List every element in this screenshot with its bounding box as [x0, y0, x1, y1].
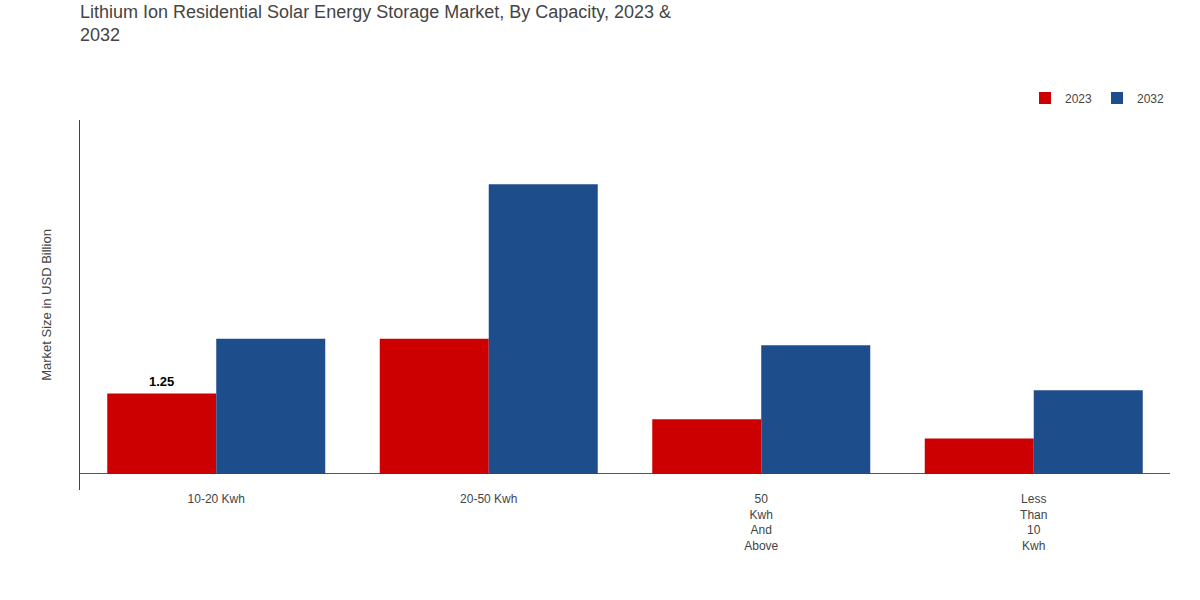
- svg-text:Lithium Ion Residential Solar: Lithium Ion Residential Solar Energy Sto…: [80, 2, 671, 45]
- svg-text:2023: 2023: [1065, 92, 1092, 106]
- svg-text:10-20 Kwh: 10-20 Kwh: [188, 492, 245, 506]
- svg-text:1.25: 1.25: [149, 374, 174, 389]
- svg-text:Market Size in USD Billion: Market Size in USD Billion: [39, 229, 54, 381]
- svg-text:2032: 2032: [1137, 92, 1164, 106]
- svg-text:50KwhAndAbove: 50KwhAndAbove: [744, 492, 778, 553]
- svg-text:20-50 Kwh: 20-50 Kwh: [460, 492, 517, 506]
- svg-text:LessThan10Kwh: LessThan10Kwh: [1020, 492, 1047, 553]
